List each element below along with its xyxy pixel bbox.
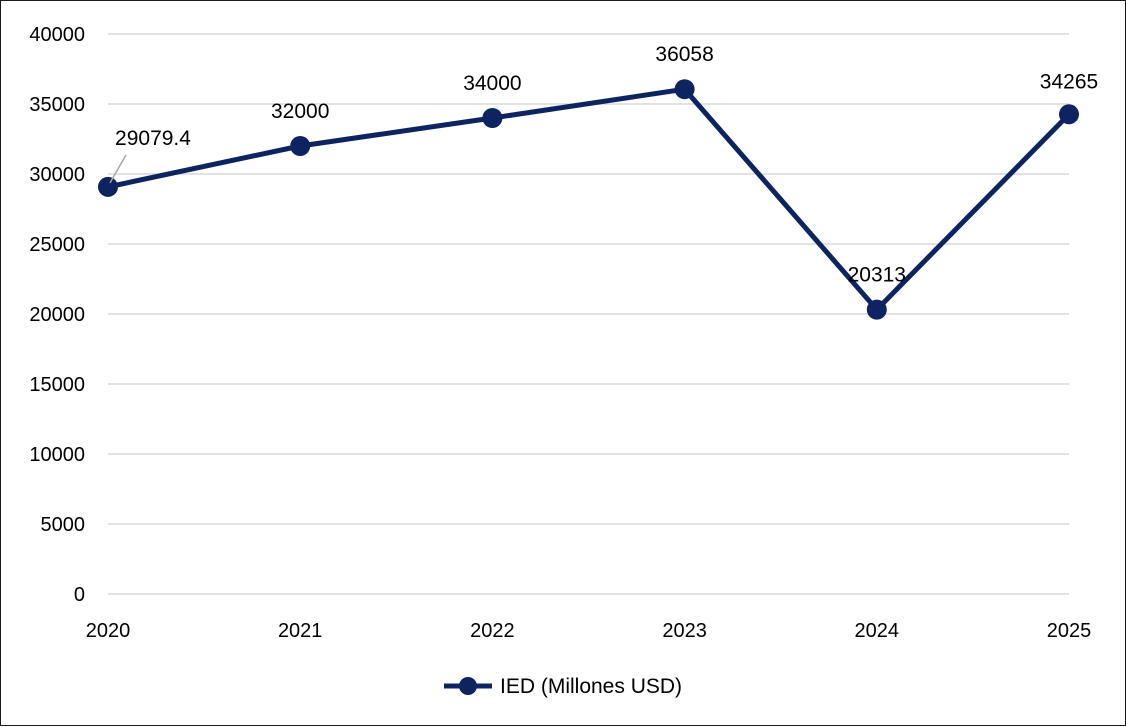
y-tick-label: 20000 — [29, 304, 85, 326]
data-labels: 29079.4 32000 34000 36058 20313 34265 — [109, 43, 1098, 287]
y-tick-label: 5000 — [41, 514, 86, 536]
y-axis-tick-labels: 0 5000 10000 15000 20000 25000 30000 35000 40000 — [29, 24, 85, 606]
y-tick-label: 35000 — [29, 94, 85, 116]
data-label: 34000 — [463, 72, 521, 95]
y-tick-label: 0 — [74, 584, 85, 606]
data-point — [866, 299, 887, 320]
x-tick-label: 2023 — [662, 620, 707, 642]
legend-label: IED (Millones USD) — [500, 675, 682, 698]
leader-line — [109, 154, 127, 184]
x-axis-tick-labels: 2020 2021 2022 2023 2024 2025 — [86, 620, 1092, 642]
data-point — [482, 108, 503, 128]
series-ied — [98, 79, 1079, 320]
data-label: 29079.4 — [115, 127, 191, 150]
data-point — [290, 136, 311, 156]
x-tick-label: 2022 — [470, 620, 515, 642]
x-tick-label: 2020 — [86, 620, 131, 642]
data-label: 20313 — [848, 264, 906, 287]
legend-swatch-marker — [459, 677, 477, 695]
data-label: 36058 — [655, 43, 713, 66]
y-tick-label: 30000 — [29, 164, 85, 186]
y-tick-label: 15000 — [29, 374, 85, 396]
data-point — [1059, 104, 1079, 125]
y-tick-label: 40000 — [29, 24, 85, 46]
x-tick-label: 2025 — [1047, 620, 1092, 642]
x-tick-label: 2024 — [855, 620, 900, 642]
y-tick-label: 10000 — [29, 444, 85, 466]
x-tick-label: 2021 — [278, 620, 323, 642]
data-label: 32000 — [271, 100, 329, 123]
gridlines — [108, 33, 1069, 595]
data-point — [98, 176, 118, 197]
y-tick-label: 25000 — [29, 234, 85, 256]
data-label: 34265 — [1040, 70, 1098, 93]
legend: IED (Millones USD) — [444, 675, 682, 698]
data-point — [674, 79, 695, 100]
series-line — [105, 86, 1072, 313]
